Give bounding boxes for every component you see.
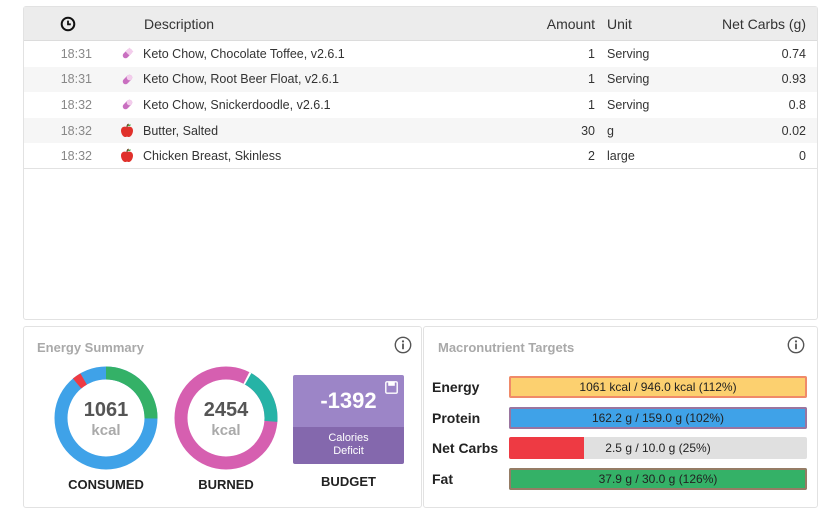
consumed-donut-chart	[54, 366, 158, 470]
macro-name: Energy	[432, 379, 480, 395]
budget-box[interactable]: -1392 Calories Deficit	[293, 375, 404, 464]
clock-icon[interactable]	[24, 16, 111, 32]
row-amount: 1	[588, 46, 595, 61]
consumed-label: CONSUMED	[68, 477, 144, 492]
row-amount: 1	[588, 72, 595, 87]
save-icon[interactable]	[385, 381, 398, 394]
row-description: Butter, Salted	[143, 123, 219, 138]
row-description: Keto Chow, Chocolate Toffee, v2.6.1	[143, 46, 345, 61]
burned-ring[interactable]: 2454 kcal	[173, 365, 279, 471]
apple-icon	[117, 148, 137, 163]
macro-name: Net Carbs	[432, 440, 499, 456]
budget-line2: Deficit	[333, 445, 364, 457]
consumed-ring[interactable]: 1061 kcal	[53, 365, 159, 471]
macro-name: Protein	[432, 410, 481, 426]
row-description: Keto Chow, Snickerdoodle, v2.6.1	[143, 97, 331, 112]
row-time: 18:32	[60, 123, 92, 138]
row-description: Keto Chow, Root Beer Float, v2.6.1	[143, 72, 339, 87]
table-row[interactable]: 18:31 Keto Chow, Chocolate Toffee, v2.6.…	[24, 41, 817, 67]
column-header-description[interactable]: Description	[144, 15, 215, 32]
table-row[interactable]: 18:32 Butter, Salted 30 g 0.02	[24, 117, 817, 144]
row-time: 18:32	[60, 97, 92, 112]
budget-label: BUDGET	[321, 474, 376, 489]
row-net-carbs: 0	[799, 148, 806, 163]
budget-line1: Calories	[328, 432, 369, 444]
column-header-unit[interactable]: Unit	[607, 15, 632, 32]
macro-progress-text: 162.2 g / 159.0 g (102%)	[591, 411, 725, 425]
macro-row-energy[interactable]: Energy 1061 kcal / 946.0 kcal (112%)	[432, 375, 812, 399]
budget-value: -1392	[320, 388, 377, 413]
burned-unit: kcal	[211, 422, 241, 439]
energy-summary-panel: Energy Summary 1061 kcal CONSUMED 2454 k…	[23, 326, 422, 508]
consumed-value: 1061	[83, 399, 129, 421]
supplement-pill-icon	[117, 73, 137, 86]
macro-targets-title: Macronutrient Targets	[438, 340, 575, 355]
row-time: 18:32	[60, 148, 92, 163]
macro-progress-fill	[509, 407, 807, 429]
energy-summary-title: Energy Summary	[37, 340, 144, 355]
macro-progress-bar: 1061 kcal / 946.0 kcal (112%)	[509, 376, 807, 398]
table-row[interactable]: 18:31 Keto Chow, Root Beer Float, v2.6.1…	[24, 66, 817, 93]
macro-progress-text: 2.5 g / 10.0 g (25%)	[605, 441, 711, 455]
macronutrient-targets-panel: Macronutrient Targets Energy 1061 kcal /…	[423, 326, 818, 508]
row-time: 18:31	[60, 46, 92, 61]
burned-label: BURNED	[198, 477, 254, 492]
row-unit: Serving	[607, 46, 650, 61]
row-description: Chicken Breast, Skinless	[143, 148, 282, 163]
row-net-carbs: 0.93	[781, 72, 806, 87]
table-row[interactable]: 18:32 Keto Chow, Snickerdoodle, v2.6.1 1…	[24, 92, 817, 118]
info-icon[interactable]	[787, 336, 805, 354]
macro-progress-fill	[509, 376, 807, 398]
supplement-pill-icon	[117, 98, 137, 111]
macro-progress-bar: 162.2 g / 159.0 g (102%)	[509, 407, 807, 429]
macro-row-fat[interactable]: Fat 37.9 g / 30.0 g (126%)	[432, 467, 812, 491]
column-header-amount[interactable]: Amount	[546, 15, 595, 32]
row-unit: Serving	[607, 72, 650, 87]
row-unit: Serving	[607, 97, 650, 112]
food-diary-table: Description Amount Unit Net Carbs (g) 18…	[23, 6, 818, 320]
macro-progress-bar: 2.5 g / 10.0 g (25%)	[509, 437, 807, 459]
burned-donut-chart	[174, 366, 278, 470]
row-net-carbs: 0.02	[781, 123, 806, 138]
row-time: 18:31	[60, 72, 92, 87]
row-amount: 2	[588, 148, 595, 163]
info-icon[interactable]	[394, 336, 412, 354]
macro-row-protein[interactable]: Protein 162.2 g / 159.0 g (102%)	[432, 406, 812, 430]
column-header-net-carbs[interactable]: Net Carbs (g)	[721, 15, 806, 32]
macro-progress-text: 1061 kcal / 946.0 kcal (112%)	[579, 380, 737, 394]
row-unit: g	[607, 123, 614, 138]
macro-row-net-carbs[interactable]: Net Carbs 2.5 g / 10.0 g (25%)	[432, 436, 812, 460]
macro-progress-bar: 37.9 g / 30.0 g (126%)	[509, 468, 807, 490]
row-amount: 30	[581, 123, 595, 138]
macro-name: Fat	[432, 471, 453, 487]
table-header: Description Amount Unit Net Carbs (g)	[24, 7, 817, 41]
row-net-carbs: 0.8	[788, 97, 806, 112]
burned-value: 2454	[203, 399, 249, 421]
row-amount: 1	[588, 97, 595, 112]
macro-progress-fill	[509, 468, 807, 490]
supplement-pill-icon	[117, 47, 137, 60]
table-row[interactable]: 18:32 Chicken Breast, Skinless 2 large 0	[24, 143, 817, 169]
apple-icon	[117, 123, 137, 138]
macro-progress-fill	[509, 437, 584, 459]
row-unit: large	[607, 148, 635, 163]
consumed-unit: kcal	[91, 422, 121, 439]
row-net-carbs: 0.74	[781, 46, 806, 61]
macro-progress-text: 37.9 g / 30.0 g (126%)	[598, 472, 718, 486]
